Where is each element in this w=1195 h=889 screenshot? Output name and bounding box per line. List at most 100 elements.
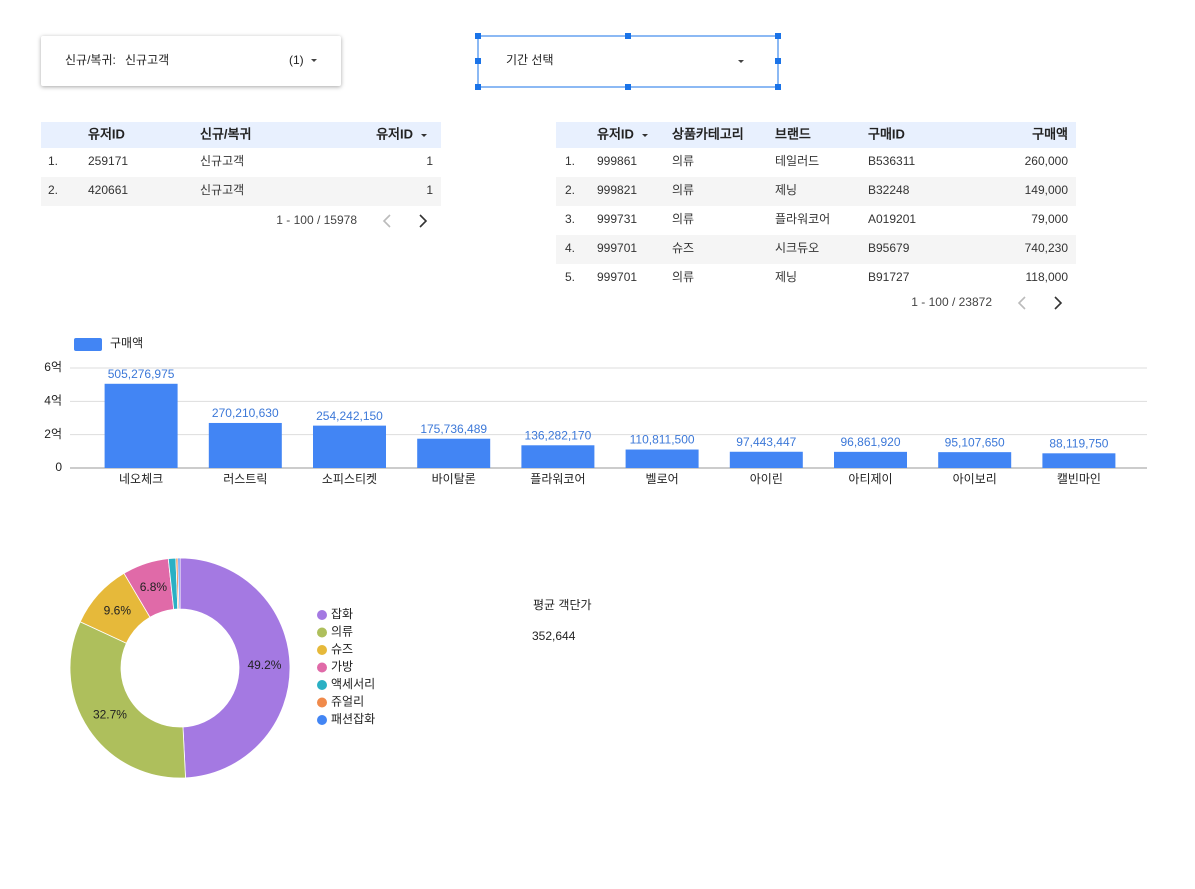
column-header[interactable]: 유저ID bbox=[376, 126, 413, 141]
next-page[interactable] bbox=[419, 214, 428, 228]
table-cell: B536311 bbox=[868, 154, 915, 168]
table-cell: 1 bbox=[426, 154, 433, 168]
bar[interactable] bbox=[938, 452, 1012, 468]
column-header[interactable]: 상품카테고리 bbox=[672, 126, 744, 141]
bar[interactable] bbox=[313, 425, 386, 468]
data-label: 505,276,975 bbox=[108, 367, 175, 381]
column-header[interactable]: 유저ID bbox=[88, 126, 125, 141]
slice-label: 32.7% bbox=[93, 707, 127, 721]
column-header[interactable]: 브랜드 bbox=[775, 126, 811, 141]
pie-slice[interactable] bbox=[179, 557, 291, 779]
selection-handles bbox=[475, 33, 781, 90]
legend-dot bbox=[317, 680, 327, 690]
y-tick-label: 6억 bbox=[44, 360, 62, 374]
y-tick-label: 0 bbox=[55, 460, 62, 474]
table-cell: 시크듀오 bbox=[775, 241, 819, 255]
legend-label[interactable]: 구매액 bbox=[110, 336, 143, 350]
legend-swatch bbox=[74, 338, 102, 351]
table-cell: 149,000 bbox=[1025, 183, 1069, 197]
table-cell: 제닝 bbox=[775, 270, 797, 284]
table-cell: 1 bbox=[426, 183, 433, 197]
prev-page[interactable] bbox=[1017, 296, 1026, 310]
table-cell: 999731 bbox=[597, 212, 637, 226]
data-label: 270,210,630 bbox=[212, 406, 279, 420]
y-tick-label: 4억 bbox=[44, 394, 62, 408]
legend-label[interactable]: 의류 bbox=[331, 625, 353, 639]
data-label: 254,242,150 bbox=[316, 409, 383, 423]
filter-value: 신규고객 bbox=[125, 53, 169, 67]
table-cell: B32248 bbox=[868, 183, 910, 197]
column-header[interactable]: 구매액 bbox=[1032, 126, 1068, 141]
bar[interactable] bbox=[104, 383, 178, 468]
x-tick-label: 플라워코어 bbox=[530, 472, 585, 486]
table-cell: 슈즈 bbox=[672, 241, 694, 255]
pie-slice[interactable] bbox=[177, 557, 181, 610]
scorecard-label: 평균 객단가 bbox=[533, 598, 592, 612]
x-tick-label: 벨로어 bbox=[646, 472, 679, 486]
column-header[interactable]: 신규/복귀 bbox=[200, 126, 251, 141]
pie-slice[interactable] bbox=[69, 621, 186, 779]
legend-label[interactable]: 쥬얼리 bbox=[331, 695, 364, 709]
table-cell: 신규고객 bbox=[200, 183, 244, 197]
table-cell: 999861 bbox=[597, 154, 637, 168]
column-header[interactable]: 구매ID bbox=[868, 126, 905, 141]
data-label: 97,443,447 bbox=[736, 435, 796, 449]
table-cell: 740,230 bbox=[1025, 241, 1069, 255]
table-cell: 999821 bbox=[597, 183, 637, 197]
next-page[interactable] bbox=[1054, 296, 1063, 310]
table-cell: 의류 bbox=[672, 270, 694, 284]
table-cell: 260,000 bbox=[1025, 154, 1069, 168]
table-cell: 999701 bbox=[597, 241, 637, 255]
bar[interactable] bbox=[625, 449, 699, 468]
legend-dot bbox=[317, 645, 327, 655]
table-cell: 3. bbox=[565, 212, 575, 226]
table-cell: 의류 bbox=[672, 212, 694, 226]
data-label: 88,119,750 bbox=[1049, 436, 1108, 450]
bar[interactable] bbox=[521, 445, 595, 468]
table-cell: 의류 bbox=[672, 183, 694, 197]
bar[interactable] bbox=[729, 451, 803, 468]
bar[interactable] bbox=[1042, 453, 1116, 468]
table-cell: 1. bbox=[565, 154, 575, 168]
data-label: 136,282,170 bbox=[525, 428, 592, 442]
data-label: 175,736,489 bbox=[420, 422, 487, 436]
bar[interactable] bbox=[417, 438, 491, 468]
table-cell: B91727 bbox=[868, 270, 910, 284]
pagination: 1 - 100 / 23872 bbox=[911, 295, 992, 309]
table-cell: 의류 bbox=[672, 154, 694, 168]
bar[interactable] bbox=[208, 422, 282, 468]
column-header[interactable]: 유저ID bbox=[597, 126, 634, 141]
y-tick-label: 2억 bbox=[44, 427, 62, 441]
pagination: 1 - 100 / 15978 bbox=[276, 213, 357, 227]
legend-label[interactable]: 가방 bbox=[331, 660, 353, 674]
x-tick-label: 바이탈론 bbox=[432, 472, 476, 486]
legend-label[interactable]: 잡화 bbox=[331, 607, 353, 621]
x-tick-label: 소피스티켓 bbox=[322, 472, 377, 486]
legend-dot bbox=[317, 627, 327, 638]
table-cell: 플라워코어 bbox=[775, 212, 830, 226]
date-placeholder: 기간 선택 bbox=[506, 53, 554, 67]
x-tick-label: 아티제이 bbox=[848, 472, 892, 486]
table-cell: 2. bbox=[565, 183, 575, 197]
legend-label[interactable]: 액세서리 bbox=[331, 677, 375, 691]
table-cell: B95679 bbox=[868, 241, 910, 255]
table-cell: 4. bbox=[565, 241, 575, 255]
table-cell: 테일러드 bbox=[775, 154, 819, 168]
x-tick-label: 아이린 bbox=[750, 472, 783, 486]
legend-dot bbox=[317, 715, 327, 725]
table-cell: 79,000 bbox=[1031, 212, 1068, 226]
table-cell: 259171 bbox=[88, 154, 128, 168]
x-tick-label: 네오체크 bbox=[119, 472, 163, 486]
table-row-bg bbox=[556, 177, 1076, 206]
legend-label[interactable]: 슈즈 bbox=[331, 642, 353, 656]
prev-page[interactable] bbox=[382, 214, 391, 228]
bar[interactable] bbox=[834, 451, 907, 468]
dropdown-arrow bbox=[738, 60, 744, 63]
filter-control[interactable] bbox=[41, 36, 341, 86]
table-row-bg bbox=[41, 177, 441, 206]
dropdown-arrow bbox=[311, 59, 317, 62]
date-picker[interactable] bbox=[477, 35, 779, 88]
data-label: 95,107,650 bbox=[945, 435, 1005, 449]
legend-label[interactable]: 패션잡화 bbox=[331, 712, 375, 726]
